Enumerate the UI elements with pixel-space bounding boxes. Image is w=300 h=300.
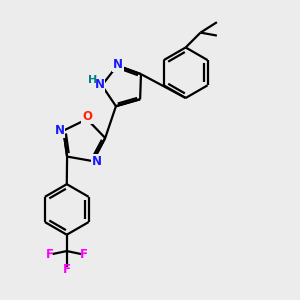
Text: N: N	[55, 124, 65, 137]
Text: N: N	[94, 78, 104, 91]
Text: F: F	[63, 263, 71, 276]
Text: O: O	[82, 110, 92, 123]
Text: F: F	[46, 248, 53, 260]
Text: N: N	[113, 58, 123, 71]
Text: F: F	[80, 248, 88, 260]
Text: H: H	[88, 75, 97, 85]
Text: N: N	[92, 154, 101, 168]
